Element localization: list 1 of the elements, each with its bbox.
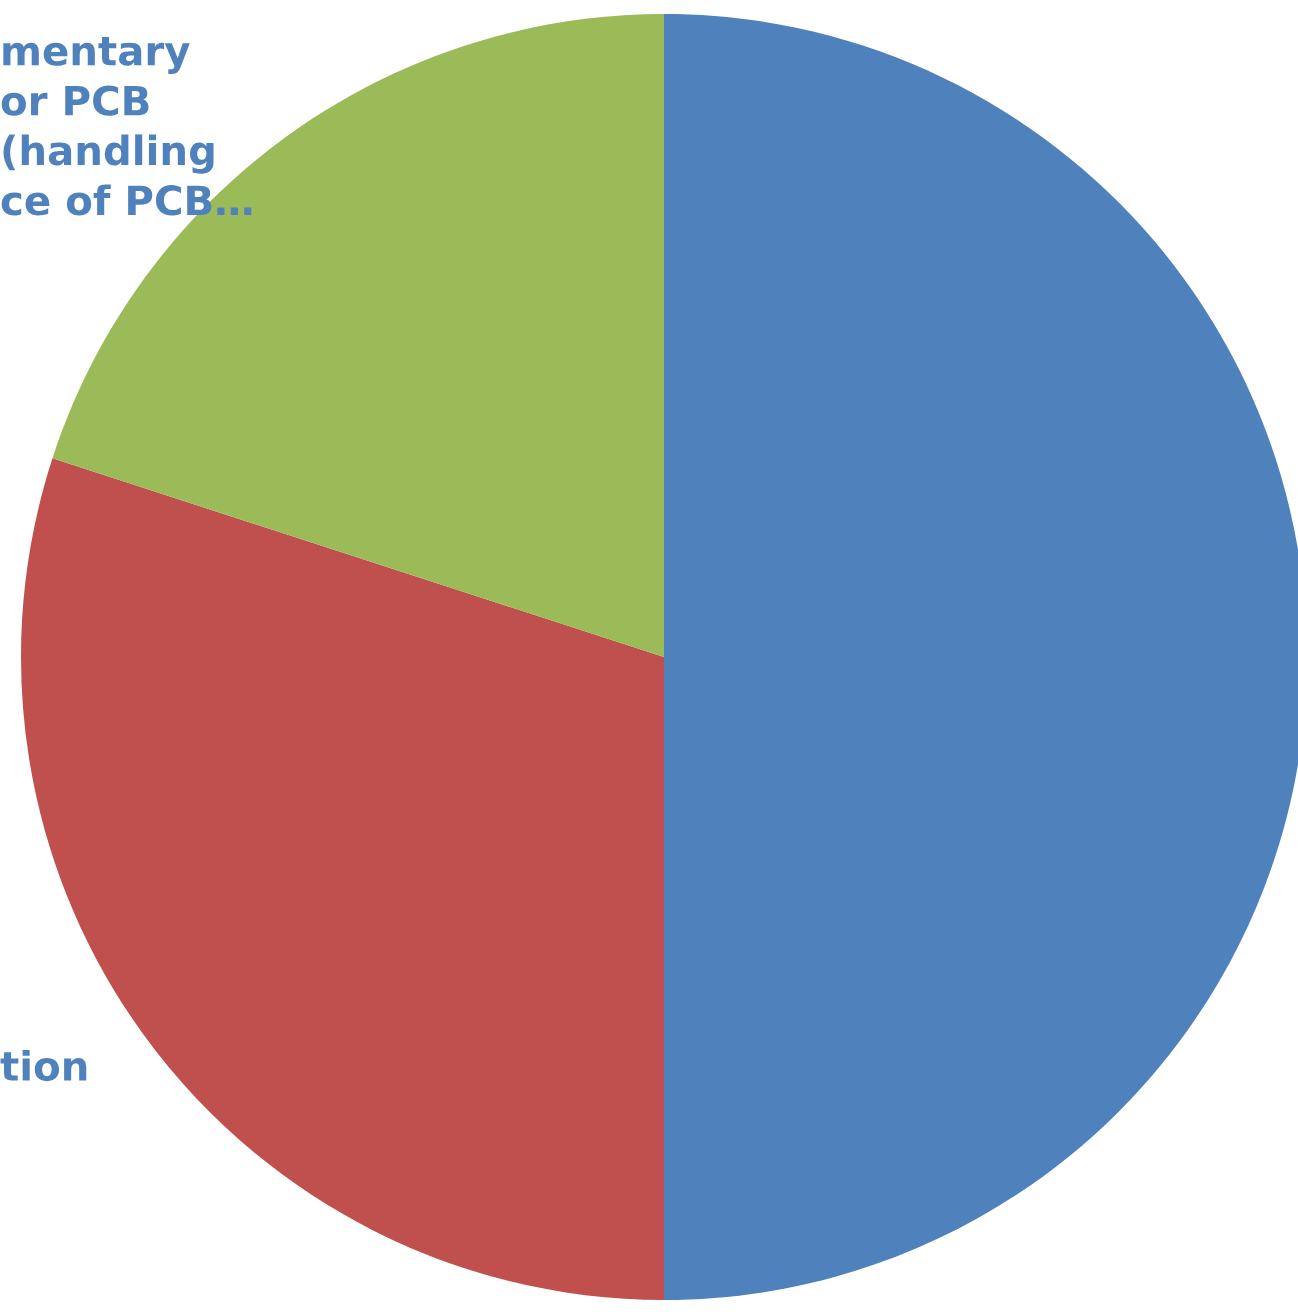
slice-label: tion bbox=[0, 1050, 87, 1082]
